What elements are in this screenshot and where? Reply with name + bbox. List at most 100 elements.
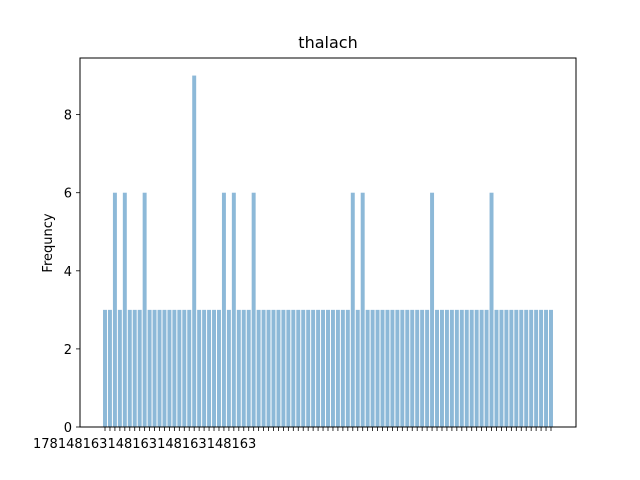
- bar: [321, 309, 326, 427]
- bar: [112, 192, 117, 427]
- x-tick-labels-overlap: 178148163148163148163148163: [33, 437, 256, 452]
- bar: [142, 192, 147, 427]
- bar: [514, 309, 519, 427]
- plot-frame: [79, 57, 577, 428]
- bar: [147, 309, 152, 427]
- bar: [197, 309, 202, 427]
- bar: [217, 309, 221, 427]
- bar: [107, 309, 112, 427]
- bar: [345, 309, 350, 427]
- bar: [177, 309, 182, 427]
- bar: [212, 309, 216, 427]
- bar: [410, 309, 415, 427]
- bar: [529, 309, 534, 427]
- bar: [103, 309, 107, 427]
- bar: [137, 309, 142, 427]
- bar: [266, 309, 271, 427]
- bar: [425, 309, 430, 427]
- bar: [251, 192, 256, 427]
- bar: [296, 309, 301, 427]
- bar: [459, 309, 464, 427]
- bar: [415, 309, 420, 427]
- bar: [281, 309, 286, 427]
- bar: [494, 309, 499, 427]
- bar: [350, 192, 355, 427]
- y-tick-label: 4: [64, 265, 72, 280]
- y-tick-label: 0: [64, 421, 72, 436]
- bar: [375, 309, 380, 427]
- y-tick-label: 2: [64, 343, 72, 358]
- bar: [400, 309, 405, 427]
- bar: [499, 309, 504, 427]
- bar: [330, 309, 335, 427]
- bar: [291, 309, 296, 427]
- bar: [524, 309, 529, 427]
- bar: [474, 309, 479, 427]
- bar: [544, 309, 549, 427]
- bar: [172, 309, 177, 427]
- bar: [276, 309, 281, 427]
- bar: [464, 309, 469, 427]
- bar: [484, 309, 489, 427]
- bar: [192, 75, 197, 427]
- bar: [509, 309, 514, 427]
- bar: [226, 309, 231, 427]
- bar: [395, 309, 400, 427]
- y-axis-label: Frequncy: [41, 213, 56, 272]
- bar: [256, 309, 261, 427]
- bar: [539, 309, 544, 427]
- bar: [187, 309, 192, 427]
- bar: [479, 309, 484, 427]
- bar: [340, 309, 345, 427]
- bar: [167, 309, 172, 427]
- bar: [430, 192, 435, 427]
- y-tick-label: 8: [64, 109, 72, 124]
- bar: [236, 309, 241, 427]
- bar: [489, 192, 494, 427]
- bar: [271, 309, 276, 427]
- bar: [162, 309, 167, 427]
- y-ticks: 0 2 4 6 8: [64, 109, 80, 436]
- bar: [182, 309, 187, 427]
- bar: [370, 309, 375, 427]
- bar: [549, 309, 553, 427]
- bar: [440, 309, 444, 427]
- bar: [326, 309, 330, 427]
- bar: [316, 309, 321, 427]
- bar: [444, 309, 449, 427]
- bar: [449, 309, 454, 427]
- bar: [365, 309, 370, 427]
- y-tick-label: 6: [64, 187, 72, 202]
- x-ticks: [104, 427, 552, 431]
- bar: [306, 309, 311, 427]
- bar: [355, 309, 360, 427]
- bar: [335, 309, 340, 427]
- bar: [301, 309, 306, 427]
- bar: [261, 309, 266, 427]
- bar: [519, 309, 524, 427]
- bar: [454, 309, 459, 427]
- bars-group: [103, 75, 553, 427]
- bar: [286, 309, 291, 427]
- bar: [157, 309, 162, 427]
- bar: [202, 309, 207, 427]
- bar: [380, 309, 385, 427]
- bar: [221, 192, 226, 427]
- bar: [311, 309, 316, 427]
- bar: [385, 309, 390, 427]
- bar: [469, 309, 474, 427]
- bar: [207, 309, 212, 427]
- bar: [241, 309, 246, 427]
- chart-title: thalach: [298, 33, 357, 52]
- bar: [132, 309, 137, 427]
- bar: [122, 192, 127, 427]
- bar: [127, 309, 132, 427]
- bar: [360, 192, 365, 427]
- bar: [152, 309, 157, 427]
- bar: [405, 309, 410, 427]
- bar: [390, 309, 395, 427]
- bar: [231, 192, 236, 427]
- bar: [435, 309, 439, 427]
- bar: [420, 309, 425, 427]
